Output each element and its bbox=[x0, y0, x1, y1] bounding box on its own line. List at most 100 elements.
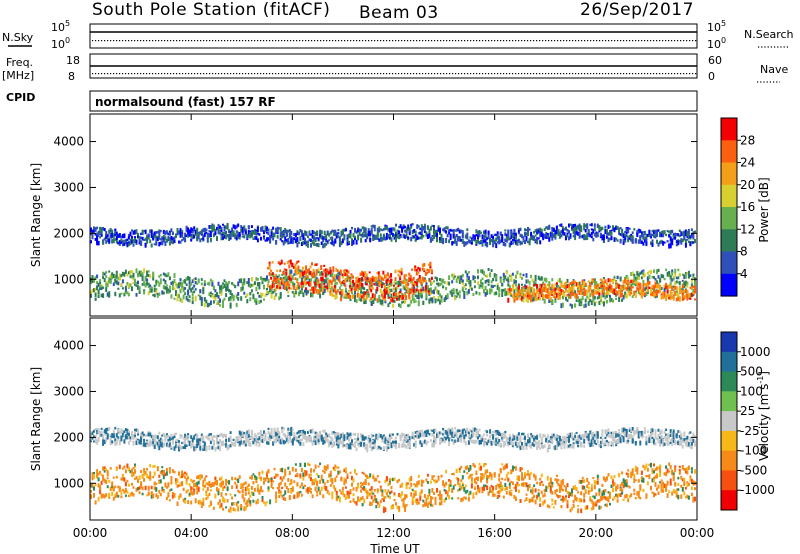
nsearch-dot bbox=[530, 40, 532, 42]
power-cell bbox=[322, 243, 325, 249]
power-cell bbox=[571, 227, 573, 231]
power-cell bbox=[378, 278, 381, 283]
velocity-cell bbox=[226, 486, 229, 492]
power-cell bbox=[557, 289, 560, 294]
velocity-cell bbox=[175, 481, 177, 485]
nave-dot bbox=[551, 73, 553, 75]
velocity-cell bbox=[328, 473, 331, 478]
nave-dot bbox=[611, 73, 613, 75]
velocity-cell bbox=[162, 490, 165, 494]
power-cell bbox=[683, 295, 686, 299]
power-cell bbox=[386, 278, 389, 282]
power-cell bbox=[557, 230, 560, 234]
power-cell bbox=[277, 283, 280, 287]
power-cell bbox=[461, 230, 464, 235]
power-cell bbox=[314, 231, 317, 236]
power-cell bbox=[653, 269, 655, 272]
power-cell bbox=[430, 276, 433, 280]
velocity-cell bbox=[266, 474, 268, 477]
velocity-cell bbox=[165, 486, 168, 489]
power-cell bbox=[276, 269, 279, 272]
power-cell bbox=[572, 279, 575, 282]
nsearch-dot bbox=[209, 40, 211, 42]
power-cell bbox=[522, 237, 525, 241]
power-cell bbox=[524, 293, 526, 297]
power-cell bbox=[120, 238, 123, 242]
power-cell bbox=[694, 279, 696, 284]
power-cell bbox=[542, 281, 545, 286]
nave-dot bbox=[623, 73, 625, 75]
velocity-cell bbox=[156, 467, 159, 472]
velocity-cell bbox=[249, 503, 252, 507]
velocity-cell bbox=[170, 488, 173, 491]
power-cell bbox=[173, 239, 176, 244]
power-cell bbox=[498, 237, 501, 242]
power-cell bbox=[505, 271, 508, 275]
power-cell bbox=[226, 287, 229, 292]
power-cell bbox=[205, 299, 208, 304]
power-cell bbox=[660, 286, 663, 290]
power-cell bbox=[264, 278, 267, 282]
velocity-cell bbox=[352, 478, 355, 483]
power-cell bbox=[313, 241, 316, 246]
power-cell bbox=[419, 236, 422, 239]
power-cell bbox=[643, 294, 646, 298]
power-cell bbox=[683, 233, 686, 239]
power-cell bbox=[524, 228, 526, 232]
power-cell bbox=[359, 294, 362, 299]
power-cell bbox=[533, 288, 536, 293]
power-cell bbox=[304, 230, 306, 236]
power-cell bbox=[656, 280, 658, 286]
velocity-cell bbox=[235, 485, 238, 489]
velocity-cell bbox=[255, 500, 258, 505]
power-cell bbox=[618, 296, 621, 300]
nsearch-dot bbox=[122, 40, 124, 42]
power-cell bbox=[126, 243, 129, 247]
power-cell bbox=[694, 281, 696, 286]
velocity-cell bbox=[155, 493, 158, 498]
power-cell bbox=[153, 231, 156, 236]
power-cell bbox=[472, 275, 475, 281]
power-cell bbox=[305, 281, 307, 286]
power-cell bbox=[235, 230, 238, 234]
power-cell bbox=[170, 235, 173, 240]
power-cell bbox=[660, 239, 663, 244]
power-cell bbox=[621, 284, 624, 290]
power-cell bbox=[360, 234, 363, 237]
power-cell bbox=[653, 276, 655, 279]
power-cell bbox=[344, 296, 347, 299]
power-cell bbox=[329, 231, 332, 235]
nave-dot bbox=[653, 73, 655, 75]
power-cell bbox=[153, 294, 156, 297]
power-cell bbox=[522, 235, 525, 239]
nsearch-dot bbox=[125, 40, 127, 42]
power-cell bbox=[595, 290, 598, 295]
power-cell bbox=[120, 241, 123, 244]
power-cell bbox=[382, 282, 385, 286]
power-cell bbox=[558, 235, 561, 239]
velocity-cell bbox=[187, 489, 190, 492]
power-cell bbox=[373, 298, 376, 301]
nsearch-dot bbox=[443, 40, 445, 42]
power-cell bbox=[589, 286, 592, 291]
power-cell bbox=[208, 233, 211, 238]
power-cell bbox=[545, 294, 548, 298]
power-cell bbox=[231, 282, 234, 285]
nsearch-label: N.Search bbox=[744, 28, 794, 41]
power-cell bbox=[412, 276, 415, 281]
velocity-cell bbox=[317, 465, 320, 468]
power-cell bbox=[114, 291, 117, 297]
velocity-cell bbox=[346, 475, 349, 479]
power-cell bbox=[690, 292, 693, 297]
power-cell bbox=[318, 283, 321, 289]
power-cell bbox=[613, 278, 616, 281]
power-cell bbox=[255, 236, 258, 240]
power-cell bbox=[449, 292, 452, 295]
power-cell bbox=[185, 227, 188, 232]
power-cell bbox=[533, 235, 536, 240]
power-cell bbox=[393, 287, 395, 291]
velocity-cell bbox=[223, 499, 226, 503]
power-cell bbox=[593, 233, 596, 237]
power-cell bbox=[337, 272, 340, 275]
